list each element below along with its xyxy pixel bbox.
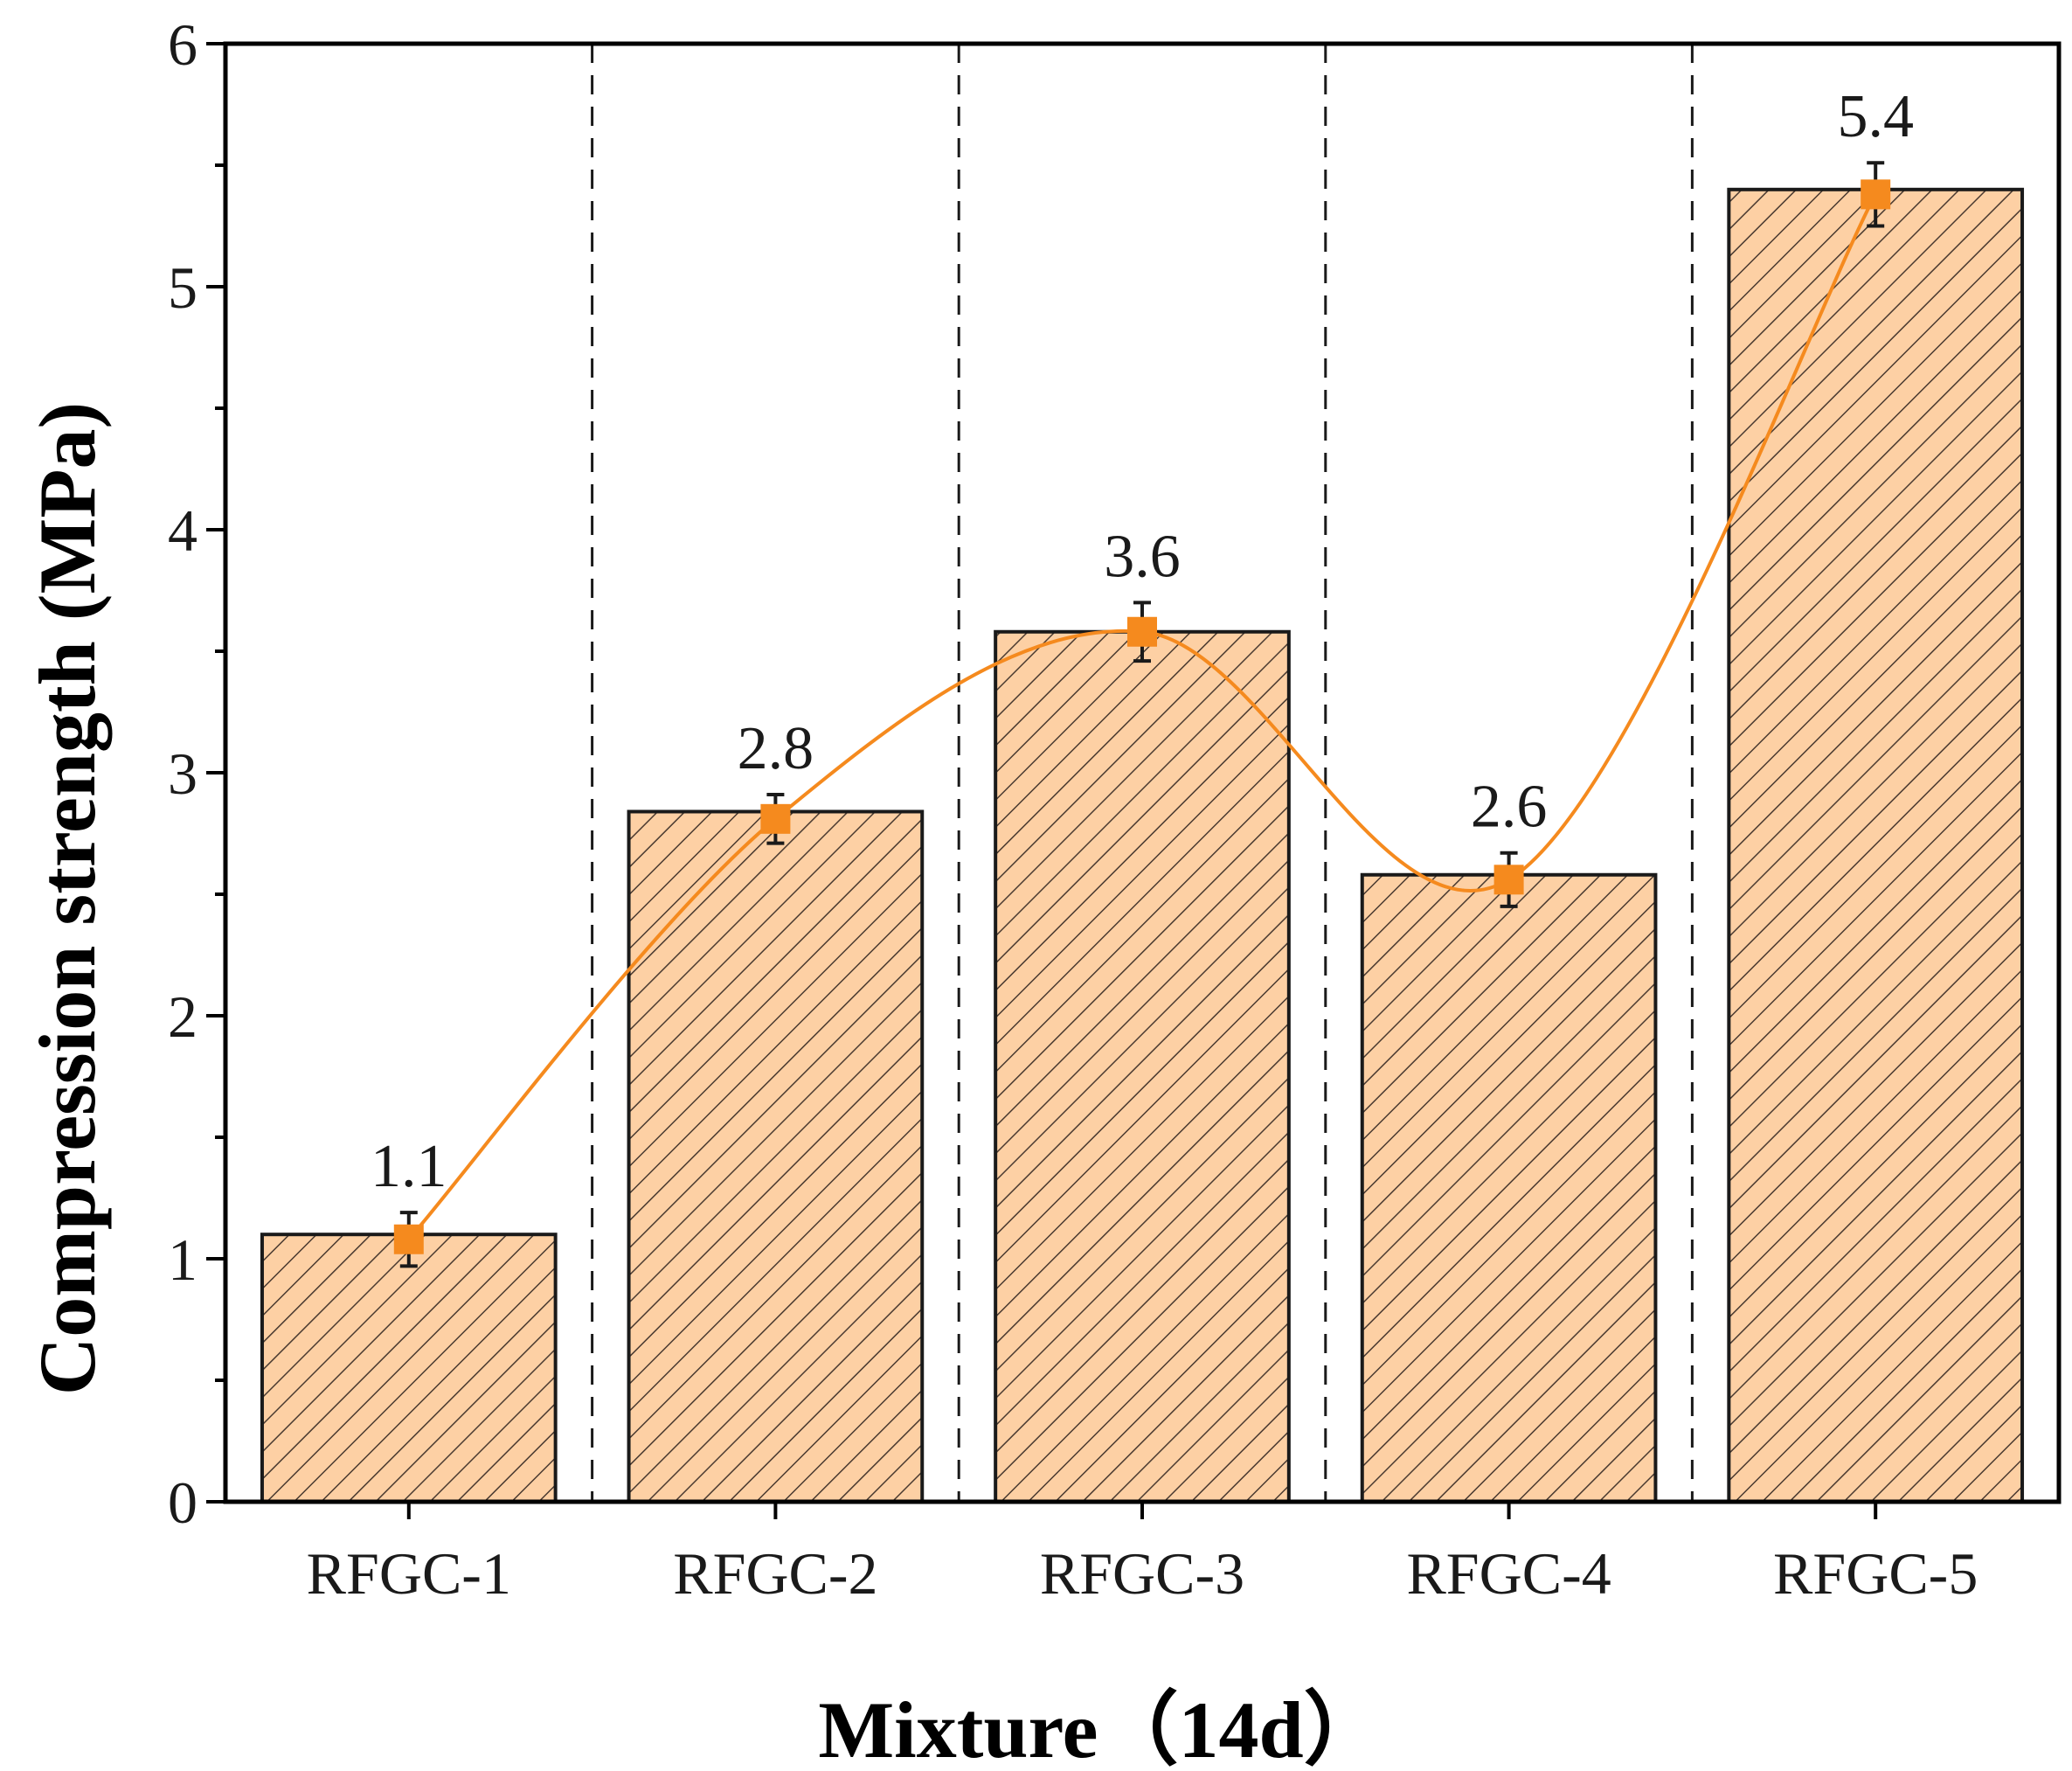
y-tick-label-4: 4 [168, 497, 197, 564]
y-tick-label-3: 3 [168, 740, 197, 807]
data-labels: 1.1 2.8 3.6 2.6 5.4 [371, 83, 1914, 1200]
bars [260, 187, 2025, 1504]
marker-RFGC-3 [1127, 616, 1157, 647]
marker-RFGC-2 [760, 803, 791, 834]
data-label-RFGC-4: 2.6 [1471, 774, 1548, 841]
x-tick-label-RFGC-1: RFGC-1 [307, 1540, 511, 1607]
marker-RFGC-4 [1493, 865, 1524, 895]
x-axis-title: Mixture（14d） [818, 1685, 1383, 1771]
data-label-RFGC-3: 3.6 [1104, 523, 1181, 590]
y-tick-label-5: 5 [168, 254, 197, 321]
y-tick-label-1: 1 [168, 1226, 197, 1293]
marker-RFGC-1 [393, 1224, 424, 1254]
bar-hatch-RFGC-1 [260, 1233, 558, 1504]
group-separators [591, 44, 1694, 1502]
x-tick-label-RFGC-4: RFGC-4 [1406, 1540, 1611, 1607]
bar-hatch-RFGC-2 [627, 809, 925, 1504]
y-tick-label-0: 0 [168, 1469, 197, 1536]
x-tick-label-RFGC-2: RFGC-2 [673, 1540, 877, 1607]
bar-hatch-RFGC-5 [1727, 187, 2025, 1504]
bar-hatch-RFGC-3 [994, 629, 1291, 1504]
bar-hatch-RFGC-4 [1360, 872, 1658, 1504]
axes: 0 1 2 3 4 5 6 RFGC-1 RFGC-2 RFGC-3 RFGC-4 RFGC-5 [168, 11, 2062, 1607]
y-axis-title: Compression strength (MPa) [23, 402, 112, 1395]
marker-RFGC-5 [1861, 179, 1891, 210]
data-label-RFGC-2: 2.8 [738, 715, 814, 782]
x-tick-label-RFGC-3: RFGC-3 [1040, 1540, 1244, 1607]
y-tick-label-2: 2 [168, 983, 197, 1050]
y-tick-label-6: 6 [168, 11, 197, 78]
trend-line-layer [393, 161, 1891, 1268]
trend-line [407, 193, 1877, 1241]
data-label-RFGC-5: 5.4 [1837, 83, 1914, 150]
x-tick-label-RFGC-5: RFGC-5 [1773, 1540, 1978, 1607]
data-label-RFGC-1: 1.1 [371, 1133, 447, 1200]
